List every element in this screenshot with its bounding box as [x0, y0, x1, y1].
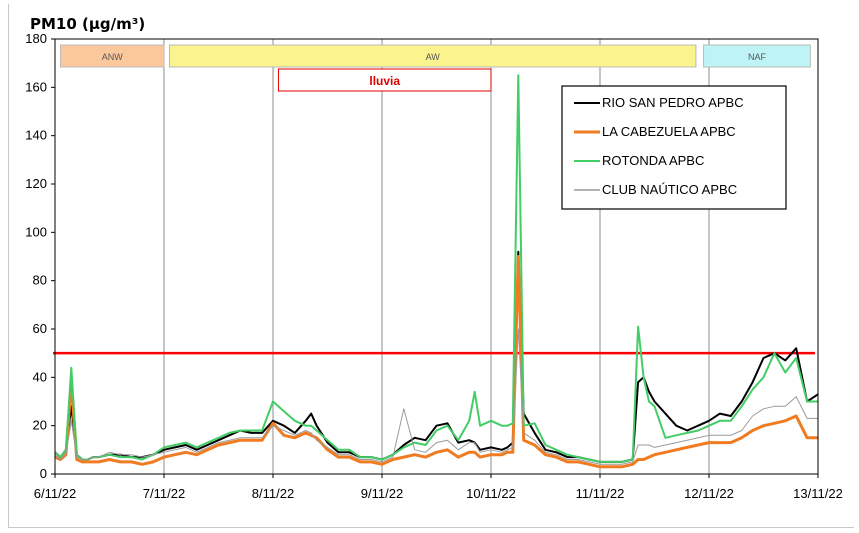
period-band	[168, 44, 697, 68]
y-tick-label: 100	[25, 224, 47, 239]
rain-box	[277, 68, 492, 92]
x-tick-label: 12/11/22	[684, 486, 734, 501]
y-tick-label: 60	[33, 321, 47, 336]
chart-title: PM10 (µg/m³)	[30, 15, 145, 33]
y-tick-label: 160	[25, 79, 47, 94]
period-bands: ANW AW NAF lluvia	[59, 44, 811, 92]
series-line	[54, 255, 818, 469]
x-tick-label: 6/11/22	[34, 486, 76, 501]
x-tick-label: 8/11/22	[252, 486, 294, 501]
y-tick-label: 40	[33, 369, 47, 384]
period-label: ANW	[102, 52, 124, 62]
legend-label: LA CABEZUELA APBC	[602, 124, 736, 139]
legend-box	[561, 85, 787, 210]
x-tick-label: 10/11/22	[466, 486, 516, 501]
legend-label: ROTONDA APBC	[602, 153, 704, 168]
x-tick-label: 13/11/22	[793, 486, 843, 501]
legend: RIO SAN PEDRO APBC LA CABEZUELA APBC ROTON…	[561, 85, 787, 210]
y-tick-label: 0	[40, 466, 47, 481]
x-tick-label: 9/11/22	[361, 486, 403, 501]
axes: 0 20 40 60 80 100 120 140 160 180 6/11/22 7/11/22 8/…	[25, 31, 843, 501]
period-label: AW	[426, 52, 441, 62]
legend-label: CLUB NAÚTICO APBC	[602, 182, 737, 197]
y-tick-label: 20	[33, 418, 47, 433]
x-tick-label: 11/11/22	[576, 486, 625, 501]
legend-label: RIO SAN PEDRO APBC	[602, 95, 744, 110]
y-tick-label: 80	[33, 273, 47, 288]
series-lines	[54, 74, 819, 469]
y-tick-label: 120	[25, 176, 47, 191]
rain-label: lluvia	[369, 74, 400, 88]
chart-frame	[8, 4, 854, 528]
x-tick-label: 7/11/22	[143, 486, 185, 501]
series-line	[54, 74, 818, 463]
plot-area	[54, 38, 819, 475]
period-label: NAF	[748, 52, 767, 62]
series-line	[54, 328, 818, 465]
period-band	[59, 44, 165, 68]
period-band	[703, 44, 811, 68]
y-tick-label: 140	[25, 128, 47, 143]
y-tick-label: 180	[25, 31, 47, 46]
